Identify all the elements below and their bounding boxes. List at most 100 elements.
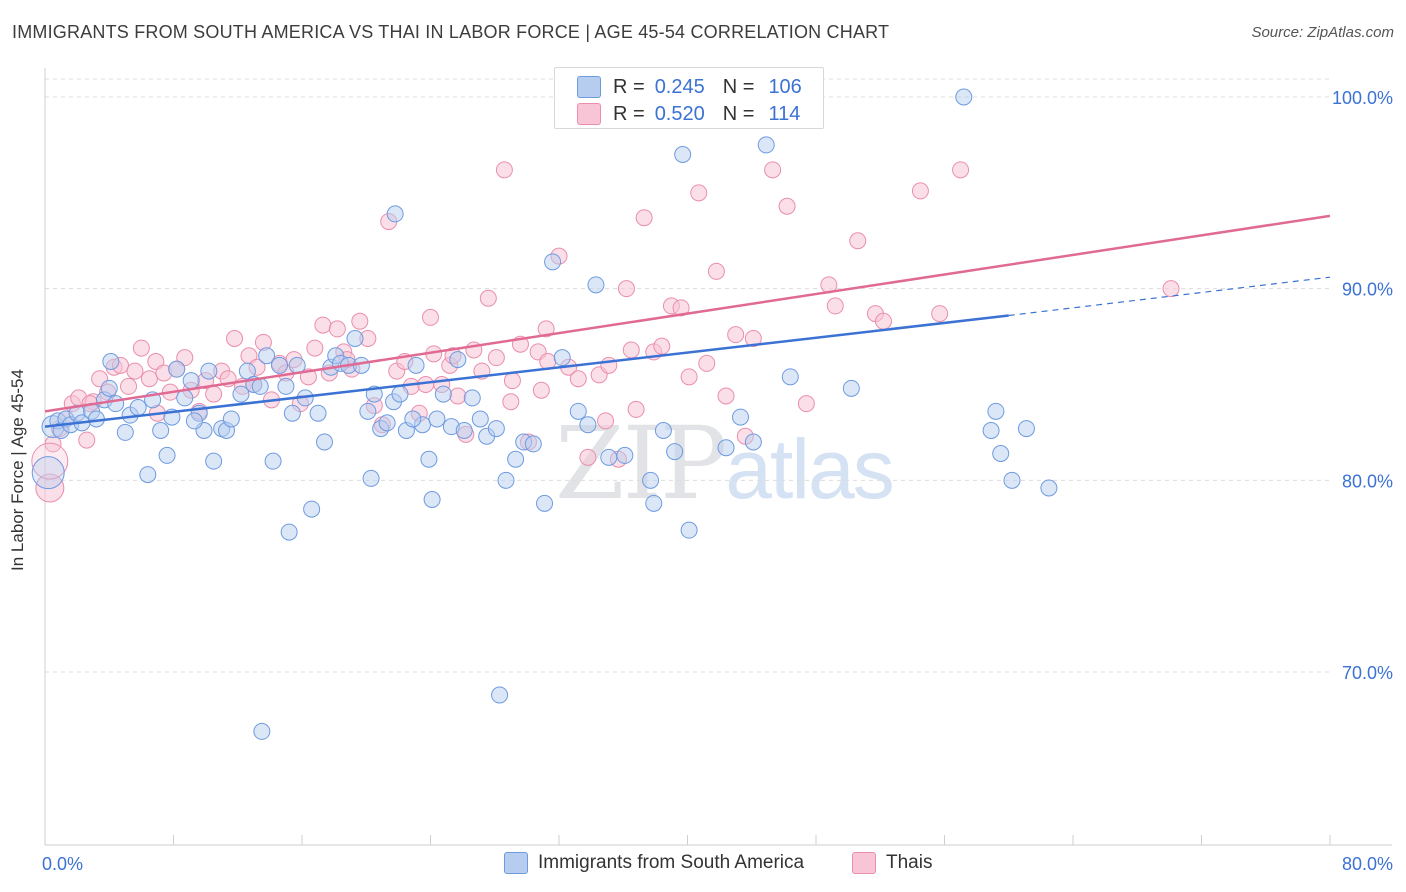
data-point-immigrants bbox=[757, 136, 775, 154]
data-point-thais bbox=[479, 289, 497, 307]
trend-line-thais bbox=[44, 214, 1331, 413]
data-point-immigrants bbox=[587, 276, 605, 294]
data-point-thais bbox=[1162, 280, 1180, 298]
data-point-thais bbox=[826, 297, 844, 315]
data-point-thais bbox=[698, 354, 716, 372]
data-point-thais bbox=[778, 197, 796, 215]
data-point-immigrants bbox=[182, 372, 200, 390]
data-point-thais bbox=[672, 299, 690, 317]
data-point-immigrants bbox=[222, 410, 240, 428]
stats-legend: R = 0.245 N = 106 R = 0.520 N = 114 bbox=[554, 67, 824, 129]
data-point-immigrants bbox=[955, 88, 973, 106]
data-point-immigrants bbox=[420, 450, 438, 468]
y-axis-title: In Labor Force | Age 45-54 bbox=[8, 369, 27, 571]
data-point-thais bbox=[797, 395, 815, 413]
data-point-immigrants bbox=[544, 253, 562, 271]
data-point-immigrants bbox=[569, 402, 587, 420]
data-point-immigrants bbox=[359, 402, 377, 420]
data-point-immigrants bbox=[232, 385, 250, 403]
trend-lines bbox=[44, 214, 1331, 428]
data-point-immigrants bbox=[102, 353, 120, 370]
data-point-immigrants bbox=[176, 389, 194, 407]
x-tick-label: 80.0% bbox=[1342, 854, 1393, 874]
data-point-thais bbox=[617, 280, 635, 298]
data-point-immigrants bbox=[277, 377, 295, 395]
legend-r-label: R = bbox=[613, 102, 645, 125]
data-point-thais bbox=[314, 316, 332, 334]
legend-n-label: N = bbox=[722, 102, 755, 125]
data-point-thais bbox=[717, 387, 735, 405]
data-point-immigrants bbox=[579, 416, 597, 434]
legend-swatch-blue bbox=[577, 76, 601, 98]
data-point-thais bbox=[764, 161, 782, 179]
trend-line-immigrants-extension bbox=[1008, 276, 1331, 317]
legend-swatch-pink bbox=[852, 852, 876, 874]
data-point-thais bbox=[120, 377, 138, 395]
y-tick-label: 90.0% bbox=[1342, 280, 1393, 300]
data-point-thais bbox=[874, 312, 892, 330]
data-point-immigrants bbox=[258, 347, 276, 365]
data-point-thais bbox=[849, 232, 867, 250]
data-point-thais bbox=[931, 305, 949, 323]
data-point-thais bbox=[176, 349, 194, 367]
legend-r-value: 0.520 bbox=[654, 102, 705, 125]
legend-n-value: 106 bbox=[768, 75, 802, 98]
data-point-immigrants bbox=[264, 452, 282, 470]
data-point-immigrants bbox=[185, 412, 203, 430]
data-point-immigrants bbox=[449, 351, 467, 369]
data-point-thais bbox=[31, 442, 69, 480]
data-point-thais bbox=[503, 372, 521, 390]
data-point-immigrants bbox=[600, 448, 618, 466]
data-point-immigrants bbox=[616, 446, 634, 464]
data-point-immigrants bbox=[253, 722, 271, 740]
legend-swatch-blue bbox=[504, 852, 528, 874]
legend-item-thais: Thais bbox=[852, 852, 932, 874]
data-point-thais bbox=[727, 326, 745, 344]
data-point-thais bbox=[78, 431, 96, 449]
data-point-immigrants bbox=[100, 379, 118, 397]
data-point-immigrants bbox=[732, 408, 750, 426]
data-point-immigrants bbox=[497, 471, 515, 489]
data-point-thais bbox=[635, 209, 653, 227]
data-point-immigrants bbox=[491, 686, 509, 704]
data-point-immigrants bbox=[309, 404, 327, 422]
data-point-immigrants bbox=[781, 368, 799, 386]
legend-n-value: 114 bbox=[768, 102, 801, 125]
data-point-immigrants bbox=[116, 423, 134, 441]
data-point-immigrants bbox=[471, 410, 489, 428]
data-point-immigrants bbox=[645, 494, 663, 512]
data-point-immigrants bbox=[982, 422, 1000, 439]
data-point-immigrants bbox=[680, 521, 698, 539]
data-point-thais bbox=[744, 330, 762, 347]
data-point-immigrants bbox=[1017, 420, 1035, 438]
data-point-immigrants bbox=[507, 450, 525, 468]
data-point-immigrants bbox=[271, 356, 289, 374]
data-point-immigrants bbox=[434, 385, 452, 403]
legend-row-pink: R = 0.520 N = 114 bbox=[577, 101, 800, 127]
data-point-thais bbox=[680, 368, 698, 386]
legend-swatch-pink bbox=[577, 103, 601, 125]
data-point-thais bbox=[35, 473, 65, 503]
data-point-thais bbox=[449, 387, 467, 405]
data-point-thais bbox=[952, 161, 970, 179]
series-legend: Immigrants from South America Thais bbox=[0, 852, 1406, 878]
data-point-immigrants bbox=[463, 389, 481, 407]
chart-title: IMMIGRANTS FROM SOUTH AMERICA VS THAI IN… bbox=[12, 22, 890, 42]
series-immigrants-south-america bbox=[31, 88, 1058, 740]
data-point-thais bbox=[569, 370, 587, 388]
data-point-thais bbox=[147, 353, 165, 370]
legend-r-value: 0.245 bbox=[654, 75, 705, 98]
data-point-immigrants bbox=[152, 422, 170, 439]
axes bbox=[44, 68, 1392, 846]
data-point-thais bbox=[690, 184, 708, 202]
data-point-thais bbox=[502, 393, 520, 411]
legend-label-immigrants: Immigrants from South America bbox=[538, 852, 805, 873]
data-point-immigrants bbox=[362, 469, 380, 487]
data-point-immigrants bbox=[842, 379, 860, 397]
data-point-immigrants bbox=[992, 445, 1010, 462]
data-point-thais bbox=[351, 312, 369, 330]
data-point-thais bbox=[126, 362, 144, 380]
data-point-immigrants bbox=[139, 466, 157, 484]
data-point-immigrants bbox=[674, 146, 692, 163]
